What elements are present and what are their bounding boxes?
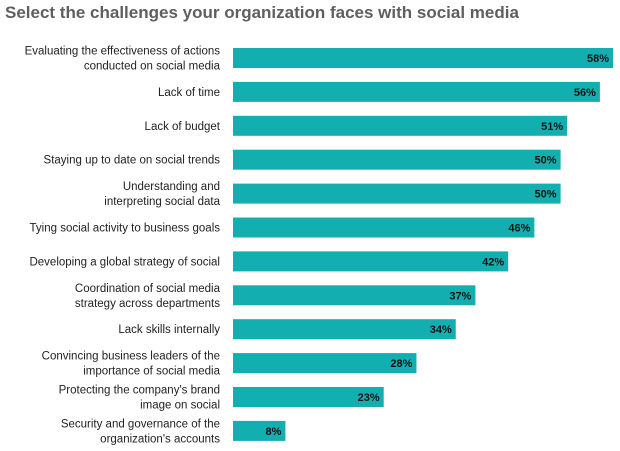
bar-1 [233, 48, 613, 68]
category-label-3: Lack of budget [145, 121, 221, 133]
bar-5 [233, 183, 561, 204]
bar-2 [233, 81, 600, 102]
category-label-7: Developing a global strategy of social [29, 256, 220, 268]
bar-9 [233, 319, 456, 340]
bar-4 [233, 149, 561, 170]
bar-value-label-12: 8% [266, 426, 282, 438]
bar-value-label-5: 50% [535, 189, 557, 201]
category-label-12: Security and governance of the organizati… [61, 418, 220, 445]
category-label-4: Staying up to date on social trends [44, 155, 221, 167]
category-label-2: Lack of time [158, 87, 220, 99]
category-label-1: Evaluating the effectiveness of actions c… [25, 46, 221, 73]
bar-value-label-4: 50% [535, 155, 557, 167]
category-label-10: Convincing business leaders of the import… [42, 351, 221, 378]
bar-3 [233, 115, 568, 136]
bar-value-label-7: 42% [482, 256, 504, 268]
category-label-11: Protecting the company's brand image on s… [59, 385, 220, 412]
bar-11 [233, 387, 384, 407]
bar-12 [233, 420, 286, 441]
bar-value-label-11: 23% [358, 392, 380, 404]
bar-6 [233, 217, 535, 238]
bar-value-label-6: 46% [508, 223, 530, 235]
category-label-9: Lack skills internally [118, 324, 220, 336]
bar-value-label-9: 34% [430, 324, 452, 336]
bar-value-label-2: 56% [574, 87, 596, 99]
bar-7 [233, 251, 509, 272]
chart-title: Select the challenges your organization … [5, 3, 519, 22]
bar-8 [233, 285, 476, 306]
category-label-5: Understanding and interpreting social dat… [104, 181, 220, 208]
bar-value-label-3: 51% [541, 121, 563, 133]
bar-10 [233, 353, 417, 374]
bar-value-label-1: 58% [587, 53, 609, 65]
category-label-8: Coordination of social media strategy acr… [75, 283, 221, 310]
bar-value-label-10: 28% [390, 358, 412, 370]
bar-value-label-8: 37% [449, 290, 471, 302]
category-label-6: Tying social activity to business goals [30, 223, 221, 235]
